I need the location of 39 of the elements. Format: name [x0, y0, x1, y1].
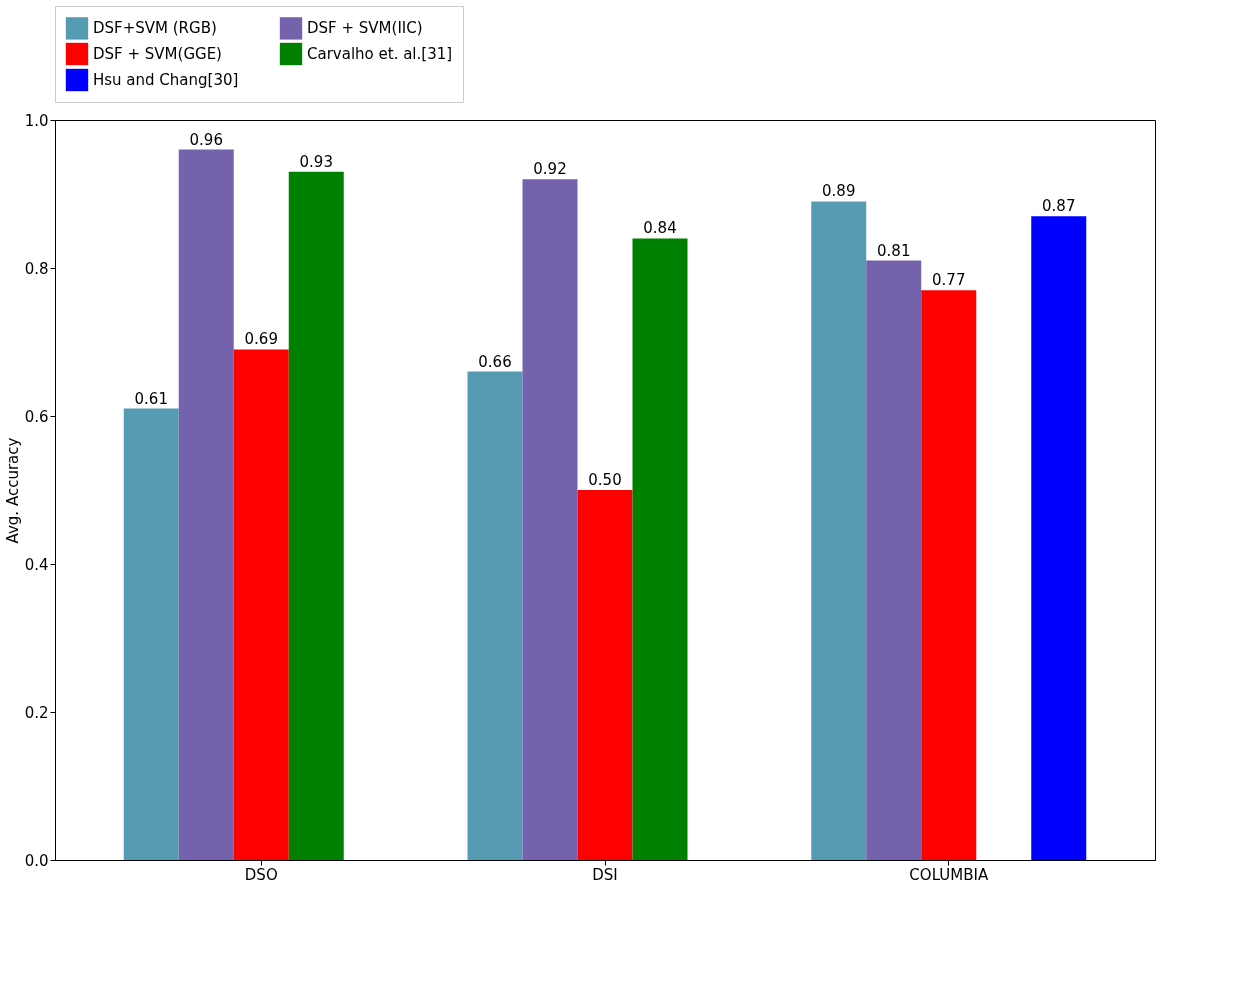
bar [123, 408, 179, 860]
bar [921, 290, 977, 860]
y-tick-label: 0.0 [24, 851, 49, 870]
data-label: 0.84 [643, 219, 677, 238]
y-tick-label: 0.2 [24, 703, 49, 722]
x-tick-label: DSI [592, 865, 618, 884]
y-tick-label: 0.4 [24, 555, 49, 574]
data-label: 0.69 [244, 330, 278, 349]
y-tick-label: 1.0 [24, 111, 49, 130]
data-label: 0.81 [877, 241, 911, 260]
legend-label: DSF + SVM(IIC) [307, 19, 423, 38]
data-label: 0.96 [189, 130, 223, 149]
bar [522, 179, 578, 860]
bar [233, 349, 289, 860]
y-axis-title: Avg. Accuracy [3, 437, 22, 544]
data-label: 0.87 [1042, 197, 1076, 216]
bar [632, 238, 688, 860]
data-label: 0.61 [134, 389, 168, 408]
data-label: 0.77 [932, 271, 966, 290]
data-label: 0.89 [822, 182, 856, 201]
legend-label: DSF + SVM(GGE) [93, 45, 222, 63]
data-label: 0.93 [299, 152, 333, 171]
legend-label: DSF+SVM (RGB) [93, 19, 217, 38]
y-tick-label: 0.8 [24, 259, 49, 278]
x-tick-label: DSO [244, 865, 278, 884]
bar [178, 149, 234, 860]
bar [467, 371, 523, 860]
bar [811, 201, 867, 860]
legend-label: Carvalho et. al.[31] [307, 45, 453, 63]
data-label: 0.66 [478, 352, 512, 371]
bar [288, 171, 344, 860]
data-label: 0.50 [588, 471, 622, 489]
bar [577, 490, 633, 860]
y-tick-label: 0.6 [24, 407, 49, 426]
legend-label: Hsu and Chang[30] [93, 71, 239, 89]
x-tick-label: COLUMBIA [909, 865, 989, 884]
bar [866, 260, 922, 860]
data-label: 0.92 [533, 160, 567, 179]
bar [1031, 216, 1087, 860]
